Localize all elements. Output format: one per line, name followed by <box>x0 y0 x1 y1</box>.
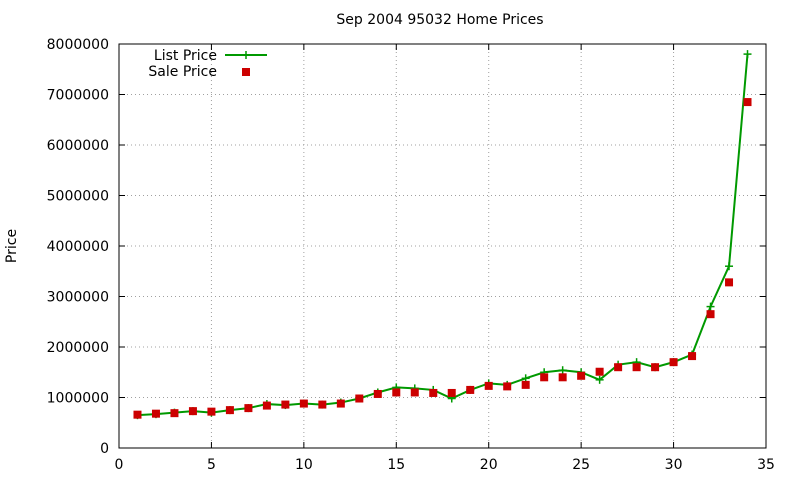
sale-price-point <box>225 406 234 415</box>
sale-price-point <box>170 409 179 418</box>
list-price-line <box>137 54 749 417</box>
sale-price-point <box>503 382 512 391</box>
sale-price-point <box>151 409 160 418</box>
sale-price-point <box>281 400 290 409</box>
sale-price-point <box>355 394 364 403</box>
sale-price-point <box>688 352 697 361</box>
x-tick-label: 10 <box>295 457 313 473</box>
sale-price-point <box>577 371 586 380</box>
x-tick-label: 0 <box>115 457 124 473</box>
legend-label-list-price: List Price <box>154 48 217 64</box>
sale-price-point <box>133 410 142 419</box>
sale-price-point <box>651 363 660 372</box>
plot-frame <box>118 43 767 449</box>
plot-border <box>118 43 767 449</box>
sale-price-point <box>632 363 641 372</box>
legend-marker-list-price <box>242 51 250 59</box>
y-tick-label: 0 <box>100 441 109 457</box>
sale-price-point <box>318 400 327 409</box>
sale-price-point <box>466 385 475 394</box>
y-tick-label: 8000000 <box>47 37 109 53</box>
sale-price-point <box>725 278 734 287</box>
series-layer <box>133 50 752 420</box>
sale-price-point <box>429 388 438 397</box>
sale-price-point <box>743 98 752 107</box>
sale-price-point <box>207 407 216 416</box>
list-price-point <box>743 50 752 59</box>
y-tick-label: 2000000 <box>47 340 109 356</box>
sale-price-point <box>392 388 401 397</box>
sale-price-point <box>595 367 604 376</box>
sale-price-point <box>373 389 382 398</box>
y-tick-label: 1000000 <box>47 391 109 407</box>
y-tick-label: 3000000 <box>47 290 109 306</box>
x-tick-label: 30 <box>665 457 683 473</box>
chart-title: Sep 2004 95032 Home Prices <box>336 12 544 28</box>
sale-price-point <box>447 388 456 397</box>
x-tick-label: 35 <box>757 457 775 473</box>
axis-ticks: 0 5 10 15 20 25 30 35 0 1000000 2000000 3000000 4000… <box>47 37 775 473</box>
sale-price-point <box>262 401 271 410</box>
list-price-point <box>706 302 715 311</box>
x-tick-label: 25 <box>572 457 590 473</box>
sale-price-point <box>669 358 678 367</box>
y-tick-label: 4000000 <box>47 239 109 255</box>
legend-marker-sale-price <box>242 68 250 76</box>
sale-price-point <box>558 373 567 382</box>
x-tick-label: 20 <box>480 457 498 473</box>
grid-lines <box>119 44 766 448</box>
list-price-point <box>725 262 734 271</box>
sale-price-point <box>336 399 345 408</box>
sale-price-point <box>614 363 623 372</box>
sale-price-point <box>410 388 419 397</box>
list-price-point <box>595 375 604 384</box>
sale-price-point <box>706 310 715 319</box>
x-tick-label: 5 <box>207 457 216 473</box>
x-tick-label: 15 <box>387 457 405 473</box>
y-tick-label: 6000000 <box>47 138 109 154</box>
y-tick-label: 7000000 <box>47 88 109 104</box>
legend-label-sale-price: Sale Price <box>148 64 217 80</box>
sale-price-point <box>244 404 253 413</box>
list-price-point <box>558 366 567 375</box>
sale-price-point <box>540 373 549 382</box>
y-tick-label: 5000000 <box>47 189 109 205</box>
sale-price-point <box>521 380 530 389</box>
sale-price-point <box>484 381 493 390</box>
sale-price-point <box>188 407 197 416</box>
sale-price-point <box>299 399 308 408</box>
